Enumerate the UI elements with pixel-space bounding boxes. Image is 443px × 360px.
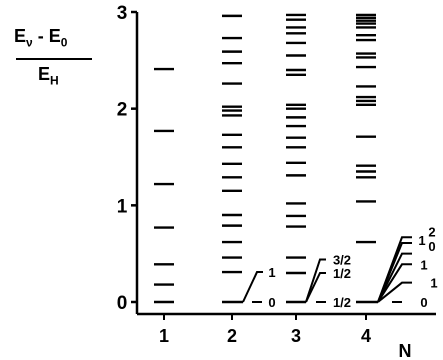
fan-label-n4-0: 2	[428, 224, 435, 239]
fan-label-n4-1: 1	[418, 233, 425, 248]
fan-branch-n4-1	[377, 242, 412, 303]
y-tick-label-1: 1	[117, 196, 128, 217]
x-tick-label-1: 1	[159, 326, 169, 346]
fan-label-n2-0: 1	[268, 265, 275, 280]
fan-label-n4-4: 1	[430, 276, 437, 291]
fan-label-n4-2: 0	[428, 239, 435, 254]
fan-label-n3-2: 1/2	[333, 295, 351, 310]
fan-label-n2-1: 0	[268, 295, 275, 310]
fan-branch-n4-3	[377, 263, 412, 303]
fan-branch-n2-0	[242, 271, 263, 303]
ylabel-numerator: Eν - E0	[14, 26, 68, 50]
y-tick-label-3: 3	[117, 3, 128, 24]
x-tick-label-2: 2	[227, 326, 237, 346]
y-tick-label-2: 2	[117, 100, 128, 121]
fan-label-n3-1: 1/2	[333, 266, 351, 281]
fan-branch-n4-4	[377, 281, 412, 303]
ylabel-fraction-line	[16, 58, 92, 60]
x-tick-label-4: 4	[361, 326, 371, 346]
y-tick-label-0: 0	[117, 293, 128, 314]
fan-branch-n3-0	[305, 258, 326, 303]
fan-label-n3-0: 3/2	[333, 252, 351, 267]
fan-label-n4-5: 0	[420, 295, 427, 310]
x-tick-label-3: 3	[291, 326, 301, 346]
ylabel-denominator: EH	[38, 64, 59, 88]
fan-branch-n3-1	[305, 272, 326, 303]
fan-label-n4-3: 1	[420, 257, 427, 272]
fan-branch-n4-2	[377, 252, 412, 303]
x-axis-label: N	[399, 341, 412, 360]
